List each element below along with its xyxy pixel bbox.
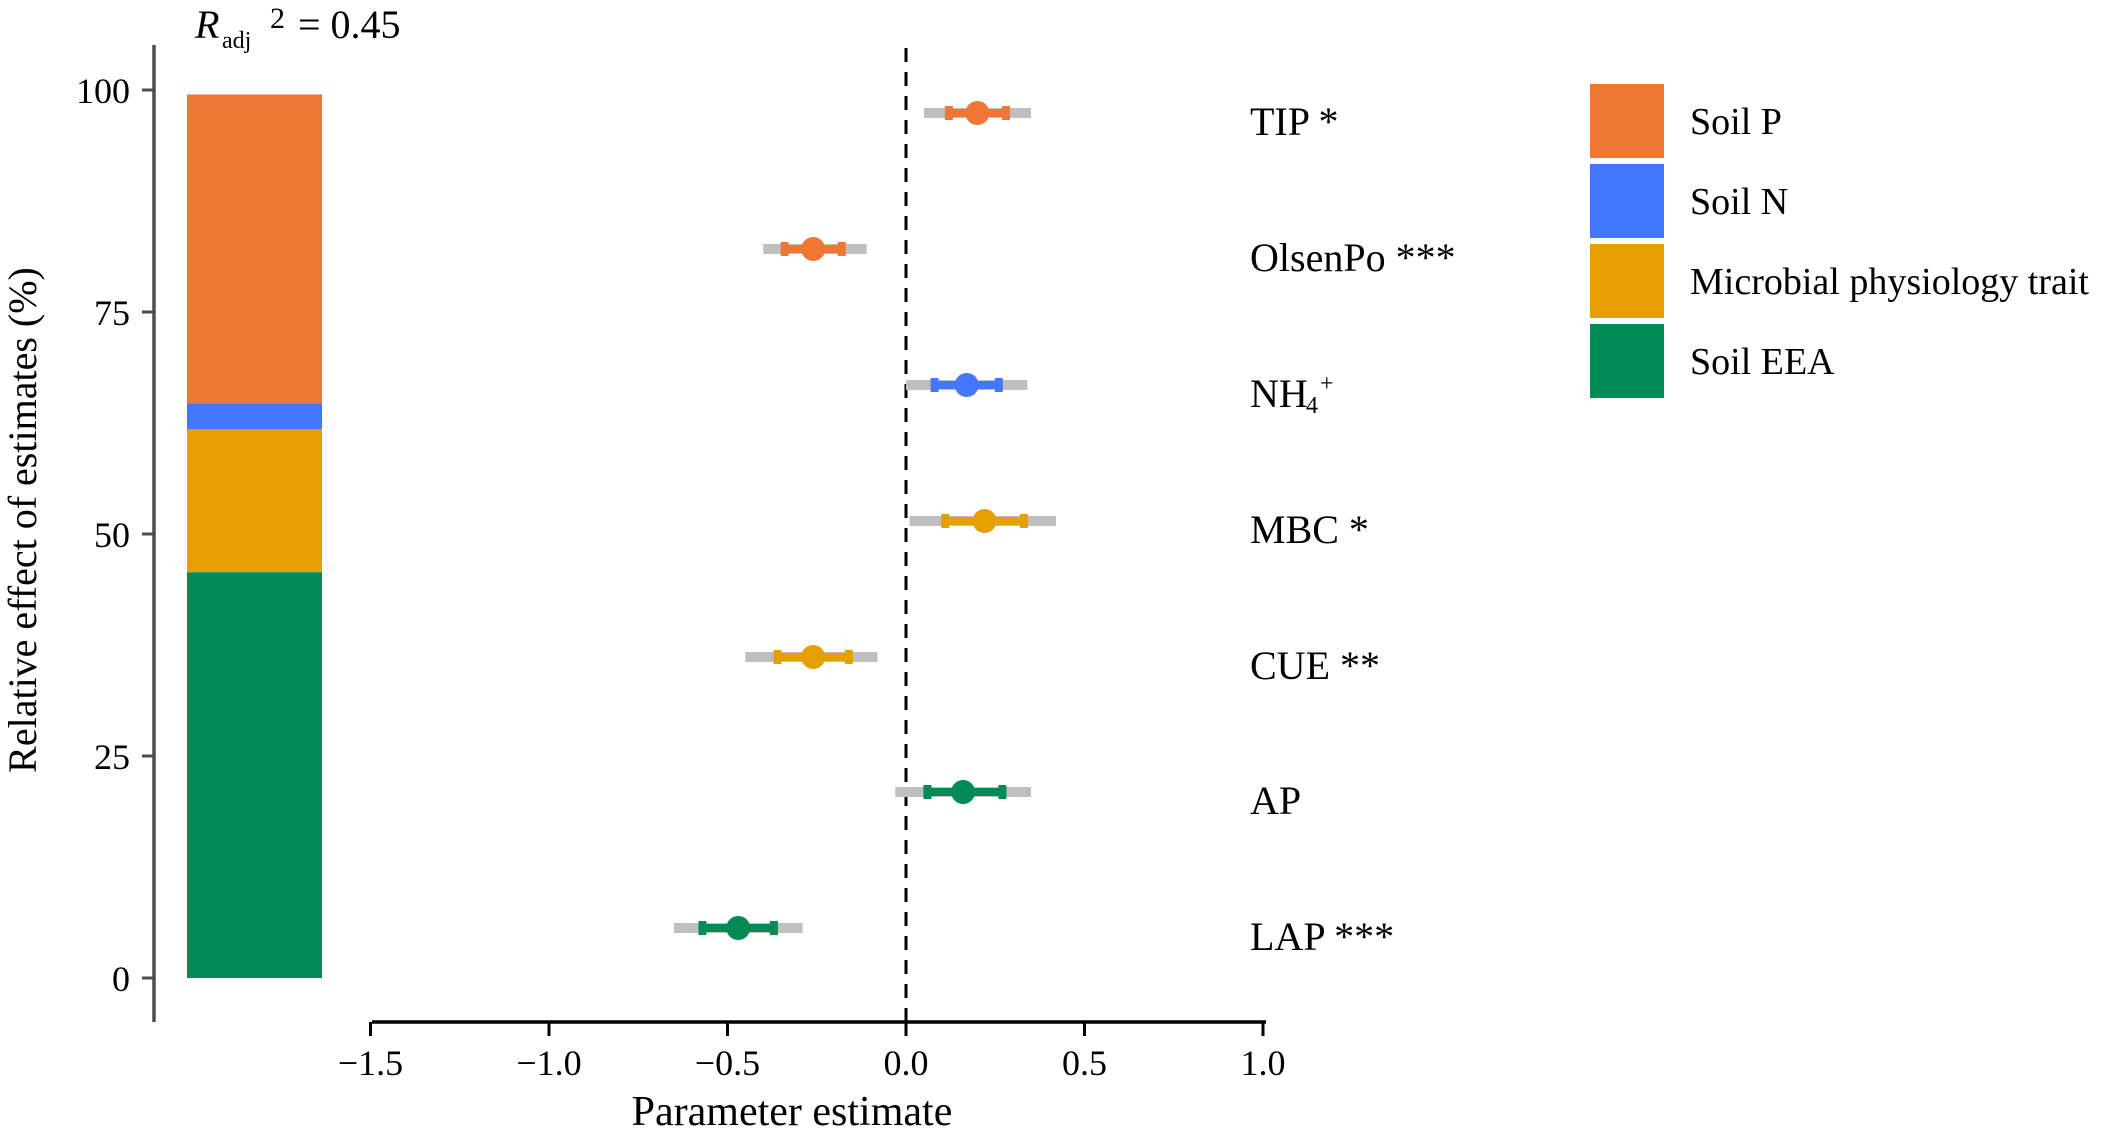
r-squared-annotation: R adj 2 = 0.45 xyxy=(194,2,401,54)
x-tick-label: −1.5 xyxy=(338,1043,403,1083)
r2-superscript: 2 xyxy=(270,2,285,35)
estimate-point xyxy=(726,916,751,940)
coef-point-5 xyxy=(895,780,1031,804)
stacked-bar-panel: 0 25 50 75 100 Relative effect of estimates … xyxy=(0,45,322,1022)
estimate-point xyxy=(954,373,979,397)
legend-label: Soil EEA xyxy=(1690,341,1835,383)
estimate-point xyxy=(801,237,826,261)
legend-item: Microbial physiology trait xyxy=(1590,244,2089,318)
bar-segment-soil-n xyxy=(187,403,322,430)
coef-point-2 xyxy=(906,373,1028,397)
coef-point-6 xyxy=(673,916,803,940)
coef-label: MBC * xyxy=(1250,507,1369,552)
legend-item: Soil N xyxy=(1590,164,1788,238)
coef-label: NH xyxy=(1250,371,1308,416)
legend-swatch xyxy=(1590,164,1664,238)
coef-point-3 xyxy=(909,509,1056,533)
x-axis-label: Parameter estimate xyxy=(632,1089,953,1135)
bar-segment-soil-p xyxy=(187,94,322,404)
y-tick-label: 75 xyxy=(94,293,130,333)
coef-label: TIP * xyxy=(1250,99,1339,144)
x-axis-ticks: −1.5 −1.0 −0.5 0.0 0.5 1.0 xyxy=(338,1022,1286,1083)
x-tick-label: 0.5 xyxy=(1062,1043,1107,1083)
coef-label: CUE ** xyxy=(1250,643,1380,688)
legend-label: Microbial physiology trait xyxy=(1690,261,2089,303)
y-tick-label: 50 xyxy=(94,515,130,555)
coefficient-plot-panel: −1.5 −1.0 −0.5 0.0 0.5 1.0 TIP * OlsenPo *** NH… xyxy=(338,48,1456,1135)
y-tick-label: 25 xyxy=(94,737,130,777)
coef-label-superscript: + xyxy=(1320,371,1334,397)
bar-segments xyxy=(187,94,322,978)
coef-label: OlsenPo *** xyxy=(1250,235,1456,280)
estimate-point xyxy=(951,780,976,804)
coef-point-4 xyxy=(745,645,878,669)
y-axis-ticks: 0 25 50 75 100 xyxy=(76,71,154,999)
y-tick-label: 100 xyxy=(76,71,130,111)
coef-label: LAP *** xyxy=(1250,914,1394,959)
bar-segment-soil-eea xyxy=(187,572,322,978)
coef-point-0 xyxy=(923,101,1031,125)
x-tick-label: −1.0 xyxy=(516,1043,581,1083)
estimate-point xyxy=(801,645,826,669)
legend-swatch xyxy=(1590,84,1664,158)
legend-label: Soil N xyxy=(1690,181,1788,223)
coef-label-subscript: 4 xyxy=(1306,393,1318,419)
estimate-point xyxy=(972,509,997,533)
coef-point-1 xyxy=(763,237,867,261)
bar-segment-microbial-physiology-trait xyxy=(187,429,322,573)
legend-item: Soil EEA xyxy=(1590,324,1835,398)
r2-subscript: adj xyxy=(222,28,251,54)
y-axis-label: Relative effect of estimates (%) xyxy=(0,267,45,773)
x-tick-label: −0.5 xyxy=(695,1043,760,1083)
x-tick-label: 1.0 xyxy=(1241,1043,1286,1083)
legend: Soil P Soil N Microbial physiology trait So… xyxy=(1590,84,2089,398)
r2-value: = 0.45 xyxy=(298,2,401,47)
legend-item: Soil P xyxy=(1590,84,1782,158)
coef-label: AP xyxy=(1250,778,1301,823)
r2-symbol: R xyxy=(194,2,219,47)
estimate-point xyxy=(965,101,990,125)
legend-label: Soil P xyxy=(1690,101,1782,143)
x-tick-label: 0.0 xyxy=(884,1043,929,1083)
y-tick-label: 0 xyxy=(112,959,130,999)
coefficient-labels: TIP * OlsenPo *** NH4+ MBC * CUE ** AP LAP *** xyxy=(1250,99,1456,959)
legend-swatch xyxy=(1590,324,1664,398)
legend-swatch xyxy=(1590,244,1664,318)
coefficient-points xyxy=(673,101,1056,940)
